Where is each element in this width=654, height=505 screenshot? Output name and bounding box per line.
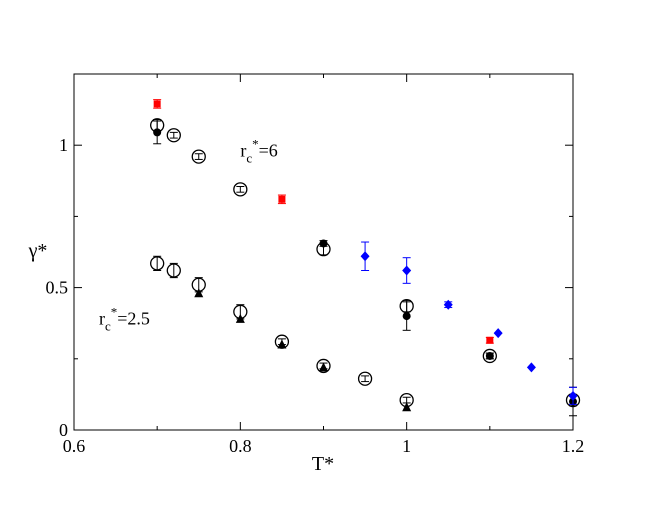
data-point-triangle <box>235 313 245 323</box>
y-tick-label: 0.5 <box>46 278 69 298</box>
data-point-diamond <box>402 265 412 276</box>
annotation-subscript: c <box>105 319 111 334</box>
data-point-open-circle <box>482 348 497 364</box>
y-tick-label: 0 <box>59 420 68 440</box>
data-point-diamond <box>360 251 370 262</box>
annotation-subscript: c <box>246 151 252 166</box>
data-point-open-circle <box>166 263 181 278</box>
annotation-superscript: * <box>111 305 118 320</box>
annotation-main: r <box>99 309 105 329</box>
annotation-value: =2.5 <box>117 309 150 329</box>
data-point-open-circle <box>316 358 331 374</box>
annotation-label: rc*=6 <box>240 137 277 166</box>
data-point-open-circle <box>191 149 206 164</box>
x-tick-label: 0.6 <box>63 436 86 456</box>
data-point-triangle <box>319 362 328 372</box>
data-point-open-circle <box>150 256 165 271</box>
annotation-group: rc*=6rc*=2.5 <box>99 137 278 334</box>
annotation-label: rc*=2.5 <box>99 305 150 334</box>
marks-group <box>150 99 581 417</box>
x-axis-label: T* <box>312 453 334 475</box>
annotation-superscript: * <box>252 137 258 152</box>
x-tick-label: 1.2 <box>562 436 585 456</box>
data-point-diamond <box>568 390 578 401</box>
y-tick-label: 1 <box>59 135 68 155</box>
data-point-filled-circle <box>402 312 411 321</box>
data-point-square <box>278 195 286 203</box>
y-axis-label: γ* <box>28 240 48 262</box>
data-point-open-circle <box>357 371 373 386</box>
data-point-filled-circle <box>319 239 328 248</box>
data-point-square <box>486 336 494 344</box>
annotation-value: =6 <box>259 141 278 161</box>
data-point-filled-circle <box>485 351 494 360</box>
data-point-filled-circle <box>153 128 162 137</box>
annotation-main: r <box>240 141 246 161</box>
x-tick-label: 0.8 <box>229 436 252 456</box>
data-point-diamond <box>493 328 503 339</box>
data-point-open-circle <box>166 128 181 143</box>
x-tick-label: 1 <box>402 436 411 456</box>
data-point-triangle <box>194 288 204 298</box>
data-point-diamond <box>443 299 453 310</box>
data-point-open-circle <box>233 182 248 197</box>
tick-group: 0.6 0.8 1 1.2 0 0.5 1 <box>46 74 585 456</box>
data-point-triangle <box>277 339 287 349</box>
data-point-triangle <box>402 402 412 412</box>
data-point-square <box>153 100 161 108</box>
data-point-diamond <box>526 362 536 373</box>
